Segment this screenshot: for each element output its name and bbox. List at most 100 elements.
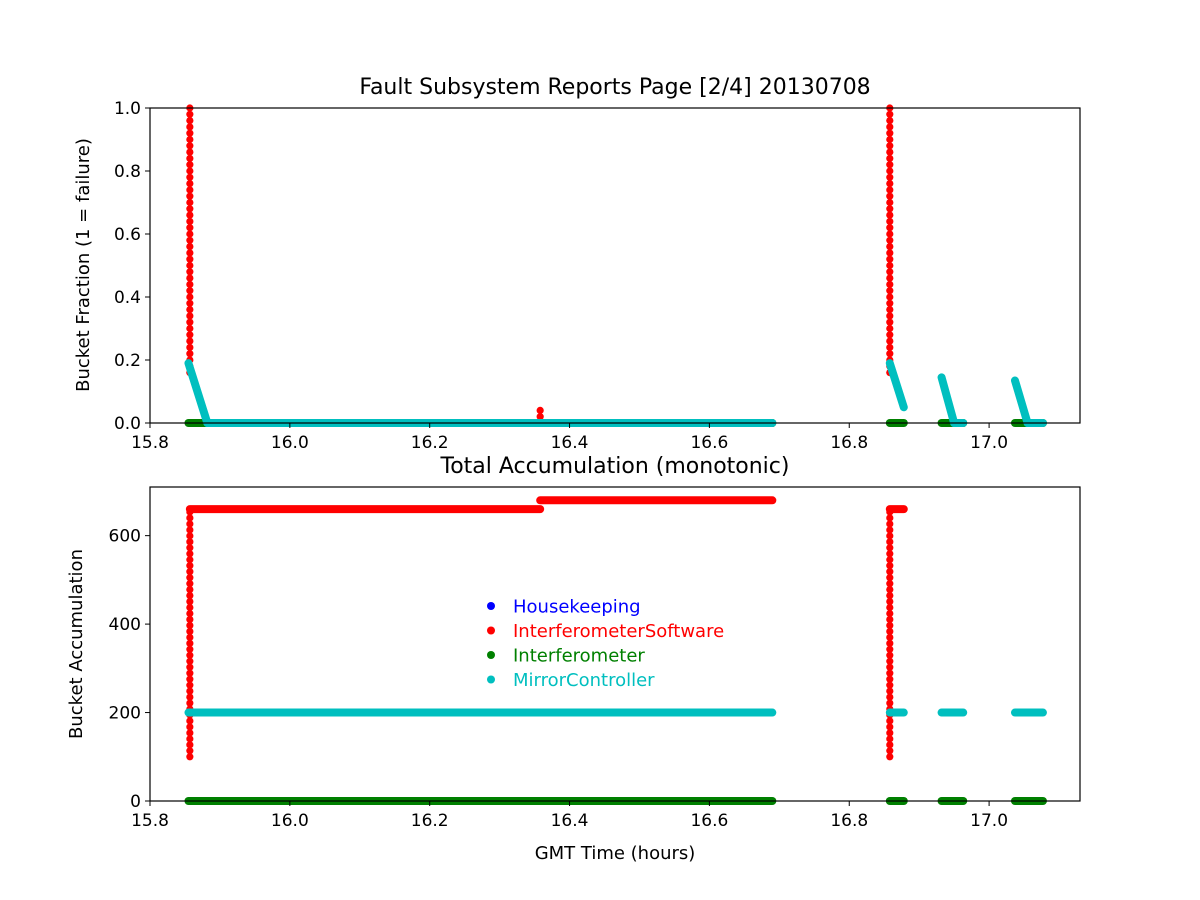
data-point [886, 603, 894, 612]
data-point [886, 556, 894, 564]
data-point [186, 687, 194, 695]
data-point [186, 681, 194, 689]
data-run [184, 359, 212, 427]
data-point [886, 186, 894, 194]
data-point [186, 268, 194, 276]
data-point [186, 615, 194, 624]
x-tick-label: 16.6 [690, 811, 728, 831]
data-point [186, 580, 194, 588]
data-point [186, 609, 194, 618]
top-x-axis: 15.8 16.0 16.2 16.4 16.6 16.8 17.0 [131, 423, 1008, 453]
x-tick-label: 17.0 [970, 433, 1008, 453]
data-point [186, 741, 194, 749]
data-point [886, 639, 894, 647]
data-point [186, 186, 194, 194]
data-point [886, 550, 894, 558]
data-point [536, 406, 544, 414]
data-point [886, 526, 894, 534]
data-point [886, 287, 894, 295]
data-point [186, 747, 194, 755]
data-point [886, 154, 894, 162]
data-point [186, 198, 194, 207]
x-tick-label: 16.2 [411, 811, 449, 831]
data-point [186, 717, 194, 725]
data-point [186, 621, 194, 630]
bottom-x-axis: 15.8 16.0 16.2 16.4 16.6 16.8 17.0 [131, 801, 1008, 831]
legend: Housekeeping InterferometerSoftware Interf… [487, 597, 724, 691]
bottom-x-axis-label: GMT Time (hours) [535, 843, 696, 864]
data-point [186, 192, 194, 200]
data-point [886, 681, 894, 689]
data-run [937, 373, 959, 427]
data-point [886, 693, 894, 701]
legend-label: MirrorController [513, 670, 655, 691]
x-tick-label: 15.8 [131, 811, 169, 831]
data-point [886, 615, 894, 624]
data-point [186, 538, 194, 546]
data-point [886, 135, 894, 144]
y-tick-label: 1.0 [114, 99, 141, 119]
data-point [186, 243, 194, 251]
data-point [186, 123, 194, 131]
data-point [186, 639, 194, 647]
data-point [186, 293, 194, 301]
data-point [186, 324, 194, 333]
data-point [886, 331, 894, 339]
data-point [186, 148, 194, 156]
legend-marker [487, 602, 495, 610]
data-point [186, 129, 194, 137]
data-point [886, 180, 894, 188]
x-tick-label: 16.8 [830, 433, 868, 453]
data-point [186, 287, 194, 295]
bottom-axes-frame [149, 486, 1081, 802]
data-point [886, 580, 894, 588]
data-point [886, 161, 894, 169]
x-tick-label: 16.4 [551, 433, 589, 453]
data-point [886, 217, 894, 225]
data-point [886, 167, 894, 175]
data-point [186, 735, 194, 743]
data-point [186, 520, 194, 528]
data-point [886, 255, 894, 263]
data-point [186, 729, 194, 737]
data-point [186, 663, 194, 671]
data-point [186, 675, 194, 683]
x-tick-label: 16.8 [830, 811, 868, 831]
data-point [886, 520, 894, 528]
data-point [186, 261, 194, 270]
data-point [886, 350, 894, 358]
legend-marker [487, 675, 495, 684]
data-point [186, 306, 194, 314]
data-point [186, 299, 194, 307]
x-tick-label: 16.0 [271, 811, 309, 831]
data-point [186, 568, 194, 576]
data-point [886, 306, 894, 314]
data-point [886, 123, 894, 131]
y-tick-label: 0.2 [114, 351, 141, 371]
data-point [886, 230, 894, 238]
top-y-axis-label: Bucket Fraction (1 = failure) [73, 138, 94, 392]
data-point [886, 627, 894, 635]
top-chart-title: Fault Subsystem Reports Page [2/4] 20130… [359, 75, 870, 100]
data-point [886, 544, 894, 552]
legend-marker [487, 651, 495, 659]
data-point [886, 274, 894, 282]
data-point [186, 249, 194, 257]
data-point [886, 268, 894, 276]
data-point [886, 312, 894, 320]
data-point [886, 657, 894, 665]
data-point [886, 148, 894, 156]
data-point [186, 350, 194, 358]
data-point [886, 243, 894, 251]
data-point [186, 173, 194, 181]
data-point [886, 117, 894, 125]
data-point [186, 211, 194, 219]
x-tick-label: 16.4 [551, 811, 589, 831]
data-point [186, 544, 194, 552]
data-point [886, 741, 894, 749]
data-point [186, 154, 194, 162]
data-point [186, 586, 194, 594]
data-run [1010, 376, 1032, 427]
